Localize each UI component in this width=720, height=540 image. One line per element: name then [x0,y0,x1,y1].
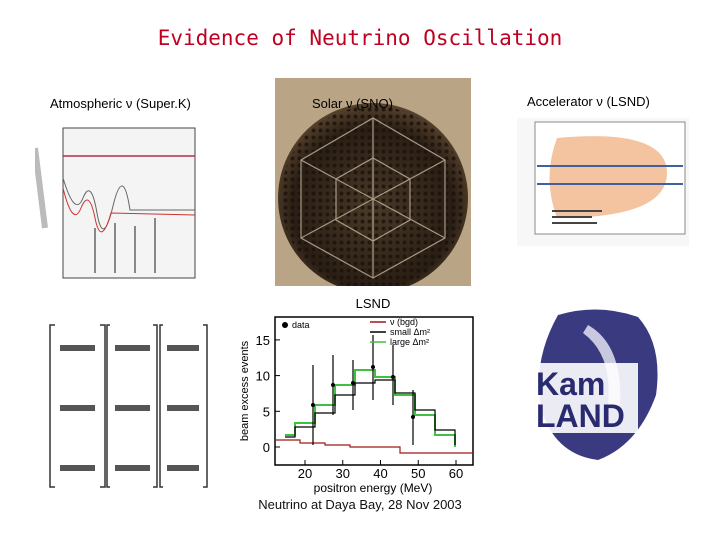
kamland-line1: Kam [536,366,605,402]
legend-label: ν (bgd) [390,317,418,327]
y-tick-label: 10 [256,369,270,384]
y-axis-label: beam excess events [239,340,251,441]
kamland-logo: Kam LAND [533,309,658,460]
legend-label: data [292,320,310,330]
y-tick-label: 5 [263,404,270,419]
x-axis-label: positron energy (MeV) [314,481,433,495]
sno-photo [275,78,471,286]
superk-plot-image [35,118,207,303]
mixing-matrix-image [45,315,210,497]
atmospheric-label: Atmospheric ν (Super.K) [50,96,191,111]
x-tick-label: 60 [449,466,463,481]
lsnd-exclusion-image [517,118,689,246]
y-tick-label: 0 [263,440,270,455]
kamland-line2: LAND [536,398,625,434]
solar-label: Solar ν (SNO) [312,96,393,111]
x-tick-label: 20 [298,466,312,481]
x-tick-label: 30 [336,466,350,481]
y-tick-label: 15 [256,333,270,348]
legend-label: small Δm² [390,327,430,337]
slide-title: Evidence of Neutrino Oscillation [157,26,563,50]
legend-label: large Δm² [390,337,429,347]
x-tick-label: 50 [411,466,425,481]
x-tick-label: 40 [373,466,387,481]
footer: Neutrino at Daya Bay, 28 Nov 2003 [258,497,462,512]
lsnd-plot-title: LSND [356,296,391,311]
accelerator-label: Accelerator ν (LSND) [527,94,650,109]
